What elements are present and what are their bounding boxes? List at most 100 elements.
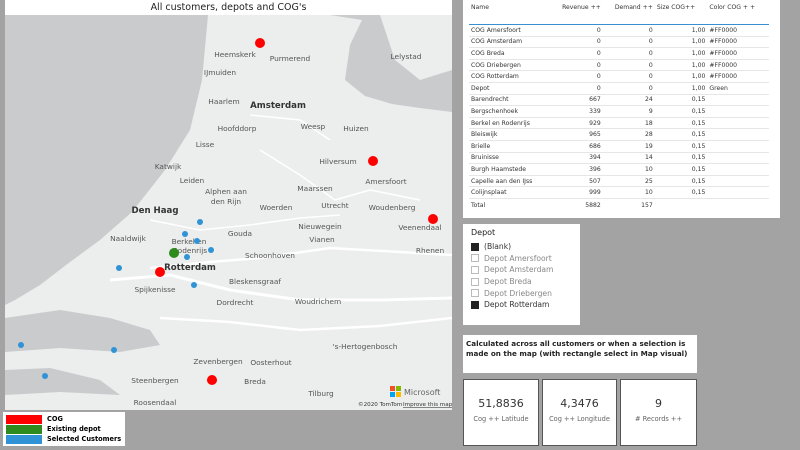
slicer-item[interactable]: Depot Rotterdam xyxy=(471,299,572,311)
table-cell: 0,15 xyxy=(654,94,708,107)
cog-marker[interactable] xyxy=(368,156,378,166)
cog-marker[interactable] xyxy=(428,214,438,224)
cog-marker[interactable] xyxy=(255,38,265,48)
card-value: 4,3476 xyxy=(560,397,599,410)
place-label: Rotterdam xyxy=(164,263,216,273)
table-cell: #FF0000 xyxy=(707,24,769,37)
place-label: Woudrichem xyxy=(295,297,341,306)
depot-marker[interactable] xyxy=(169,248,179,258)
note: Calculated across all customers or when … xyxy=(463,335,697,373)
table-cell: Green xyxy=(707,82,769,95)
place-label: Utrecht xyxy=(321,201,348,210)
table-row: Capelle aan den IJss 507 25 0,15 xyxy=(469,175,769,188)
customer-marker[interactable] xyxy=(194,238,200,244)
place-label: Hilversum xyxy=(319,157,356,166)
table-cell: 1,00 xyxy=(654,24,708,37)
card-label: Cog ++ Latitude xyxy=(473,415,529,423)
customer-marker[interactable] xyxy=(116,265,122,271)
attribution: ©2020 TomTom xyxy=(358,401,402,408)
customer-marker[interactable] xyxy=(197,219,203,225)
table-cell: 0,15 xyxy=(654,140,708,153)
table-cell xyxy=(707,140,769,153)
cog-marker[interactable] xyxy=(207,375,217,385)
table-cell: 0 xyxy=(549,59,603,72)
place-label: Lisse xyxy=(196,140,215,149)
table-cell: 1,00 xyxy=(654,36,708,49)
slicer: Depot (Blank) Depot Amersfoort Depot Amster… xyxy=(463,224,580,325)
customer-marker[interactable] xyxy=(191,282,197,288)
total-cell: 157 xyxy=(602,197,655,212)
place-label: Naaldwijk xyxy=(110,234,146,243)
table-row: Bruinisse 394 14 0,15 xyxy=(469,152,769,165)
improve-link[interactable]: Improve this map xyxy=(403,402,453,408)
cog-marker[interactable] xyxy=(155,267,165,277)
total-cell xyxy=(654,197,708,212)
customer-marker[interactable] xyxy=(208,247,214,253)
table-cell xyxy=(707,105,769,118)
table-row: Barendrecht 667 24 0,15 xyxy=(469,94,769,107)
total-row: Total 5882 157 xyxy=(469,197,769,212)
table-row: Bergschenhoek 339 9 0,15 xyxy=(469,105,769,118)
legend-swatch xyxy=(6,414,42,424)
legend-label: Existing depot xyxy=(47,425,101,433)
customer-marker[interactable] xyxy=(182,231,188,237)
card-value: 9 xyxy=(655,397,662,410)
delta-water xyxy=(5,310,160,352)
place-label: Roosendaal xyxy=(134,398,177,407)
table-cell: 339 xyxy=(549,105,603,118)
slicer-item[interactable]: Depot Amersfoort xyxy=(471,253,572,265)
table-cell: 0 xyxy=(602,70,655,83)
customer-marker[interactable] xyxy=(42,373,48,379)
place-label: Bleskensgraaf xyxy=(229,277,281,286)
slicer-item[interactable]: Depot Amsterdam xyxy=(471,264,572,276)
legend-swatch xyxy=(6,424,42,434)
table-cell: Colijnsplaat xyxy=(469,186,550,199)
place-label: Leiden xyxy=(180,176,205,185)
place-label: Tilburg xyxy=(307,389,334,398)
customer-marker[interactable] xyxy=(184,254,190,260)
table-row: COG Driebergen 0 0 1,00 #FF0000 xyxy=(469,59,769,72)
table-cell: 507 xyxy=(549,175,603,188)
column-header: Name xyxy=(469,4,550,25)
column-header: Demand ++ xyxy=(602,4,655,25)
checkbox xyxy=(471,277,479,286)
checkbox xyxy=(471,254,479,263)
place-label: Vianen xyxy=(309,235,335,244)
table-row: COG Amersfoort 0 0 1,00 #FF0000 xyxy=(469,24,769,37)
table-row: COG Amsterdam 0 0 1,00 #FF0000 xyxy=(469,36,769,49)
place-label: Rodenrijs xyxy=(173,246,207,255)
table-cell: 10 xyxy=(602,163,655,176)
table-cell: 686 xyxy=(549,140,603,153)
table-cell: 0,15 xyxy=(654,152,708,165)
table-cell: 929 xyxy=(549,117,603,130)
slicer-item[interactable]: (Blank) xyxy=(471,241,572,253)
logo-square xyxy=(390,392,395,397)
slicer-label: Depot Rotterdam xyxy=(484,300,550,310)
table-row: Burgh Haamstede 396 10 0,15 xyxy=(469,163,769,176)
place-label: Purmerend xyxy=(270,54,311,63)
place-label: Gouda xyxy=(228,229,252,238)
place-label: 's-Hertogenbosch xyxy=(333,342,398,351)
place-label: Woerden xyxy=(260,203,293,212)
table-row: Depot 0 0 1,00 Green xyxy=(469,82,769,95)
customer-marker[interactable] xyxy=(18,342,24,348)
checkbox xyxy=(471,242,479,251)
customer-marker[interactable] xyxy=(111,347,117,353)
table-cell: 28 xyxy=(602,128,655,141)
logo-square xyxy=(396,392,401,397)
table-cell: COG Amsterdam xyxy=(469,36,550,49)
table-cell xyxy=(707,94,769,107)
place-label: IJmuiden xyxy=(204,68,237,77)
table: Name Revenue ++ Demand ++ Size COG++ Color C… xyxy=(469,4,769,212)
slicer-item[interactable]: Depot Driebergen xyxy=(471,287,572,299)
place-label: Lelystad xyxy=(391,52,422,61)
table-cell: 1,00 xyxy=(654,82,708,95)
table-cell: 0,15 xyxy=(654,163,708,176)
table-cell: 9 xyxy=(602,105,655,118)
table-cell: COG Driebergen xyxy=(469,59,550,72)
slicer-item[interactable]: Depot Breda xyxy=(471,276,572,288)
place-label: Rhenen xyxy=(416,246,445,255)
table-cell: 19 xyxy=(602,140,655,153)
place-label: Steenbergen xyxy=(131,376,179,385)
table-cell: 24 xyxy=(602,94,655,107)
